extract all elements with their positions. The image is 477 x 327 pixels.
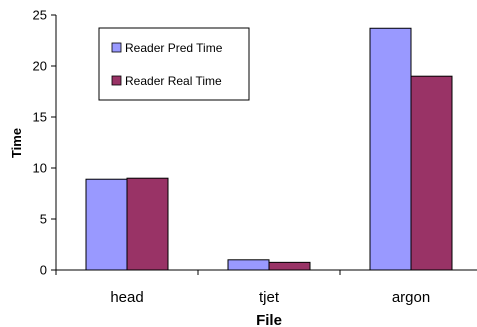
y-axis-ticks: 0 5 10 15 20 25 [33, 8, 56, 278]
bar-argon-real [410, 75, 453, 271]
bar-tjet-real [268, 261, 311, 271]
y-tick-label-2: 10 [33, 161, 47, 176]
x-axis-ticks [55, 270, 341, 275]
legend-box [98, 27, 250, 101]
category-labels: head tjet argon [110, 289, 430, 306]
x-category-label-head: head [110, 289, 143, 306]
legend-swatch-real [111, 75, 122, 86]
bar-head-real [126, 177, 169, 271]
legend-label-real: Reader Real Time [125, 74, 222, 88]
y-axis-title: Time [9, 128, 24, 158]
x-axis-title: File [256, 312, 282, 327]
y-tick-label-3: 15 [33, 110, 47, 125]
legend: Reader Pred Time Reader Real Time [98, 27, 250, 101]
legend-label-pred: Reader Pred Time [125, 41, 223, 55]
y-tick-label-0: 0 [40, 263, 47, 278]
bar-tjet-pred [227, 259, 270, 271]
legend-swatch-pred [111, 42, 122, 53]
bar-head-pred [85, 178, 128, 271]
x-category-label-argon: argon [392, 289, 430, 306]
bar-argon-pred [369, 27, 412, 271]
y-tick-label-5: 25 [33, 8, 47, 23]
y-tick-label-1: 5 [40, 212, 47, 227]
bars [85, 27, 453, 271]
y-tick-label-4: 20 [33, 59, 47, 74]
x-category-label-tjet: tjet [259, 289, 280, 306]
